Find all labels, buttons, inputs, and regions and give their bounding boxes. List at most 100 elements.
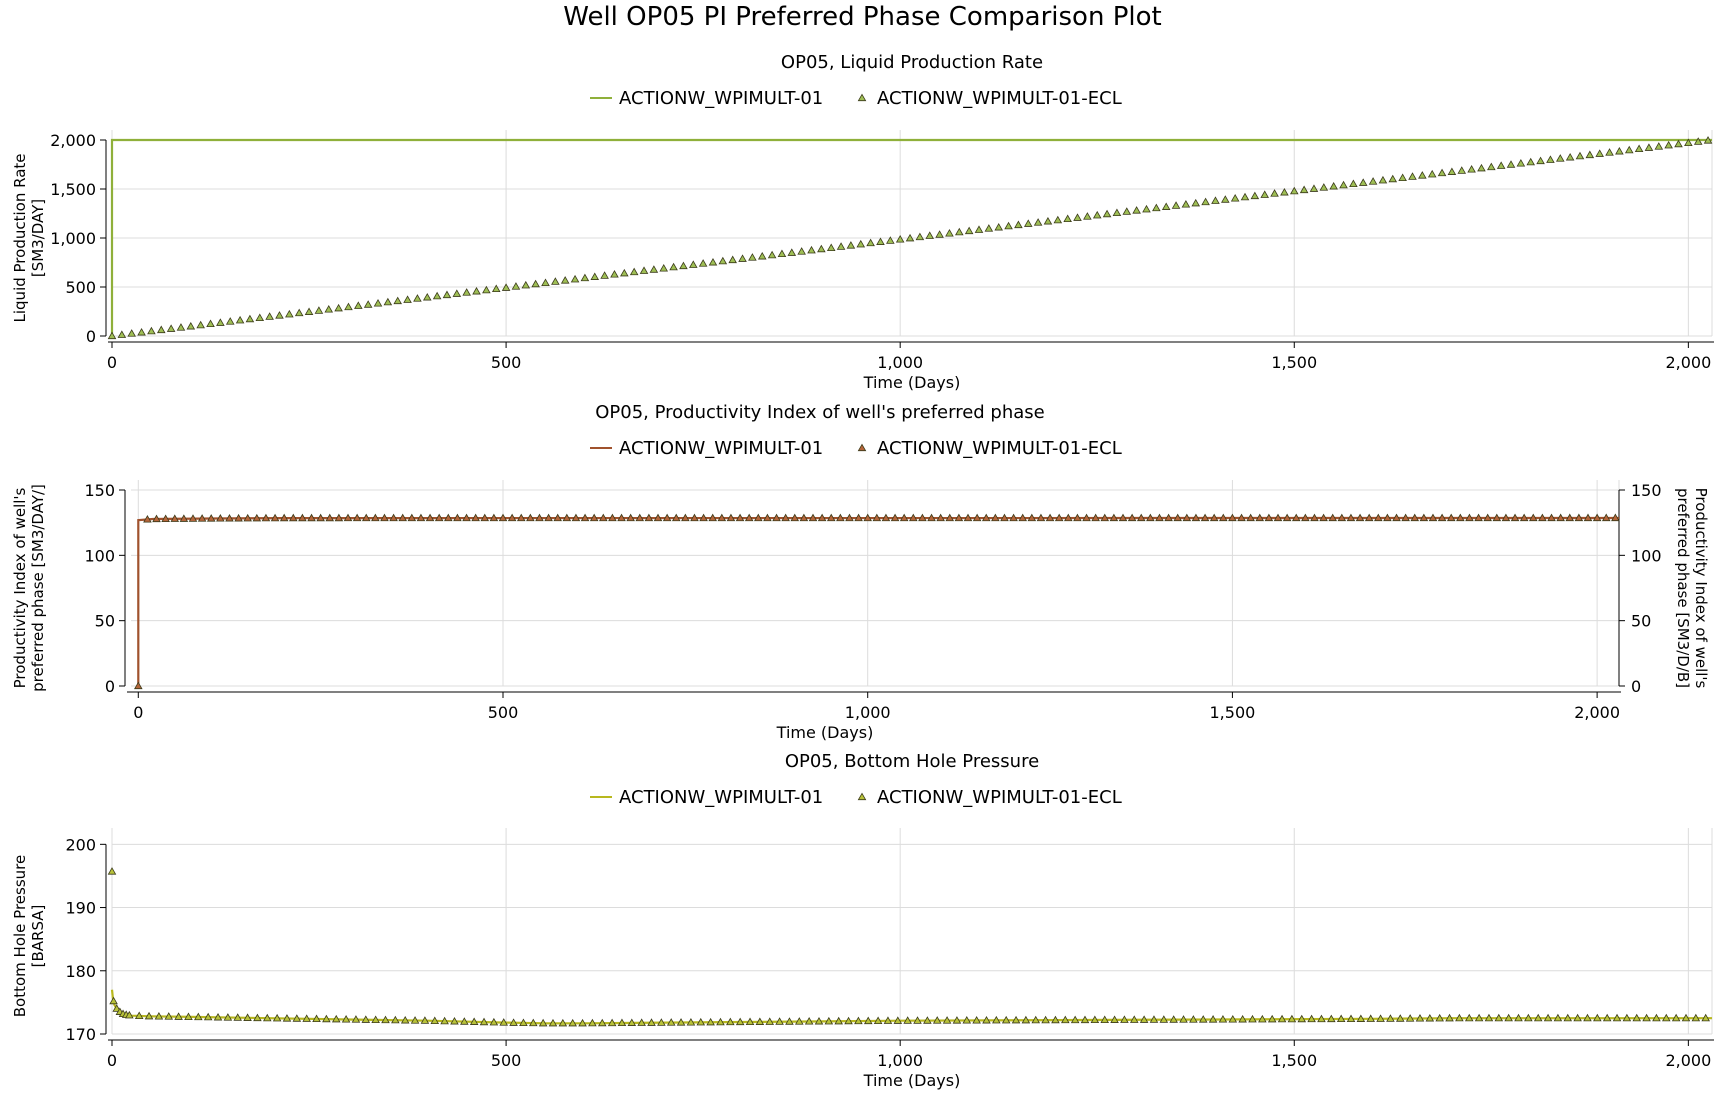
series-marker [1264, 513, 1274, 522]
series-marker [846, 241, 856, 249]
series-marker [963, 513, 973, 522]
series-marker [1033, 218, 1043, 226]
series-marker [1378, 175, 1388, 184]
series-marker [1356, 1014, 1366, 1022]
series-marker [1388, 174, 1398, 183]
series-marker [797, 247, 806, 255]
series-marker [1457, 166, 1467, 174]
series-marker [886, 236, 895, 244]
series-marker [312, 1014, 321, 1023]
series-marker [491, 284, 501, 293]
series-marker [1181, 200, 1191, 208]
series-marker [1592, 513, 1602, 522]
series-marker [1355, 513, 1365, 522]
series-marker [453, 513, 462, 522]
series-marker [325, 513, 335, 522]
series-marker [913, 1016, 922, 1024]
series-marker [1392, 513, 1401, 522]
series-marker [1073, 513, 1082, 522]
series-marker [608, 513, 617, 522]
series-marker [501, 283, 511, 291]
y2-axis-label-line: preferred phase [SM3/D/B] [1674, 488, 1692, 688]
series-marker [272, 1013, 282, 1022]
series-marker [144, 1011, 154, 1020]
series-marker [322, 1014, 331, 1023]
series-marker [1556, 513, 1565, 522]
series-marker [1297, 1014, 1307, 1023]
series-marker [1208, 1015, 1218, 1023]
series-marker [351, 1015, 361, 1023]
series-marker [915, 232, 925, 241]
series-marker [127, 329, 136, 337]
series-marker [279, 513, 289, 522]
series-marker [1307, 1014, 1316, 1023]
series-marker [243, 1013, 252, 1021]
series-marker [134, 1011, 144, 1020]
series-marker [270, 513, 280, 522]
series-marker [188, 514, 198, 522]
series-marker [179, 514, 189, 522]
series-marker [480, 513, 490, 522]
y-axis-label-line: Productivity Index of well's [11, 487, 29, 688]
series-marker [588, 1018, 597, 1027]
series-marker [1358, 178, 1368, 186]
series-marker [991, 513, 1000, 522]
series-marker [324, 305, 334, 313]
series-marker [1492, 513, 1502, 522]
series-marker [410, 1016, 420, 1024]
y-tick-label: 500 [65, 278, 96, 297]
series-marker [440, 1016, 449, 1025]
series-marker [1446, 513, 1456, 522]
series-marker [954, 513, 964, 522]
series-marker [945, 513, 955, 522]
panel-title: OP05, Liquid Production Rate [781, 52, 1043, 73]
series-marker [942, 1016, 952, 1024]
series-marker [570, 274, 580, 283]
series-marker [400, 1015, 410, 1024]
series-marker [735, 513, 745, 522]
series-marker [1418, 171, 1427, 179]
series-marker [1437, 168, 1447, 177]
series-marker [936, 513, 945, 522]
series-marker [1501, 513, 1511, 522]
series-marker [895, 235, 905, 243]
series-marker [765, 1017, 775, 1025]
series-marker [1189, 1015, 1198, 1023]
series-marker [361, 513, 371, 522]
series-marker [671, 513, 681, 522]
series-marker [403, 295, 412, 303]
series-marker [686, 1017, 696, 1026]
series-marker [984, 224, 994, 232]
series-marker [1654, 142, 1664, 150]
series-marker [196, 320, 205, 329]
series-marker [1031, 1015, 1041, 1024]
y-axis-label-line: [SM3/DAY] [29, 199, 47, 277]
series-marker [413, 294, 422, 302]
series-marker [255, 313, 265, 321]
series-marker [1240, 192, 1250, 201]
series-marker [795, 1017, 804, 1025]
series-marker [380, 513, 389, 522]
series-marker [1374, 513, 1383, 522]
series-marker [289, 513, 298, 522]
series-marker [617, 1018, 627, 1027]
series-marker [535, 513, 544, 522]
series-marker [1127, 513, 1137, 522]
x-tick-label: 1,000 [845, 703, 891, 722]
series-marker [562, 513, 572, 522]
series-marker [1553, 1013, 1563, 1022]
series-marker [334, 303, 343, 312]
series-marker [1605, 148, 1614, 156]
series-marker [1191, 513, 1201, 522]
series-marker [662, 513, 672, 522]
series-marker [1376, 1014, 1385, 1022]
x-axis-label: Time (Days) [776, 723, 874, 742]
series-marker [1161, 202, 1171, 210]
series-marker [341, 1015, 351, 1023]
series-marker [1703, 136, 1713, 144]
series-marker [681, 513, 690, 522]
series-marker [918, 513, 927, 522]
series-marker [844, 1016, 853, 1025]
series-marker [1538, 513, 1547, 522]
series-marker [647, 1018, 656, 1026]
